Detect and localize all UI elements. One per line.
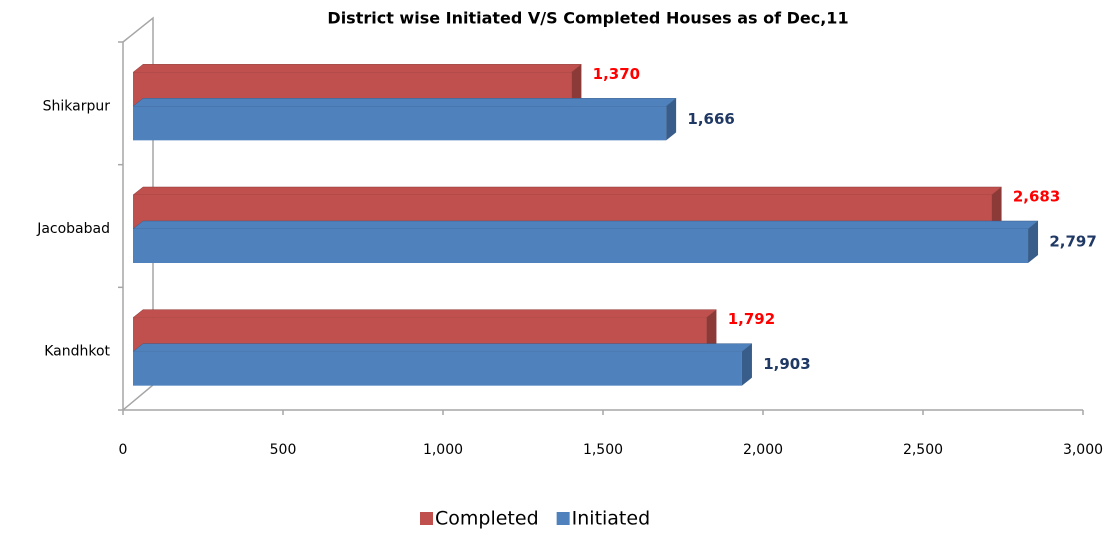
value-label: 1,370 xyxy=(593,65,640,83)
x-tick-label: 2,500 xyxy=(903,442,943,458)
bar-side xyxy=(741,343,752,386)
x-tick-label: 1,000 xyxy=(423,442,463,458)
bar-top xyxy=(132,98,677,107)
bar xyxy=(132,98,677,141)
value-label: 1,666 xyxy=(687,110,734,128)
bar-front xyxy=(133,229,1029,263)
bar-front xyxy=(133,106,667,141)
value-label: 1,903 xyxy=(763,355,810,373)
x-tick-label: 500 xyxy=(270,442,297,458)
x-tick-label: 3,000 xyxy=(1063,442,1103,458)
legend-swatch xyxy=(556,512,570,525)
value-label: 2,797 xyxy=(1049,233,1096,251)
y-tick-label: Kandhkot xyxy=(44,344,110,360)
bar-top xyxy=(132,309,718,318)
legend-swatch xyxy=(420,512,433,525)
x-tick-label: 1,500 xyxy=(583,442,623,458)
legend-label: Completed xyxy=(435,508,539,530)
value-label: 1,792 xyxy=(728,310,775,328)
bar-side xyxy=(1028,221,1039,263)
bar-side xyxy=(706,309,717,352)
y-tick-label: Shikarpur xyxy=(43,98,111,114)
bar-top xyxy=(132,343,753,352)
x-tick-label: 2,000 xyxy=(743,442,783,458)
value-label: 2,683 xyxy=(1013,188,1060,206)
chart-title: District wise Initiated V/S Completed Ho… xyxy=(327,9,848,28)
y-tick-label: Jacobabad xyxy=(36,221,110,237)
bar-top xyxy=(132,64,583,73)
bar-side xyxy=(666,98,677,141)
legend-label: Initiated xyxy=(572,508,651,530)
bar xyxy=(132,220,1039,263)
bar-side xyxy=(571,64,582,107)
bar-top xyxy=(132,186,1003,196)
x-tick-label: 0 xyxy=(119,442,128,458)
bar xyxy=(132,343,753,386)
bar-front xyxy=(133,351,742,386)
bar-top xyxy=(132,220,1039,230)
bar-side xyxy=(991,187,1002,229)
